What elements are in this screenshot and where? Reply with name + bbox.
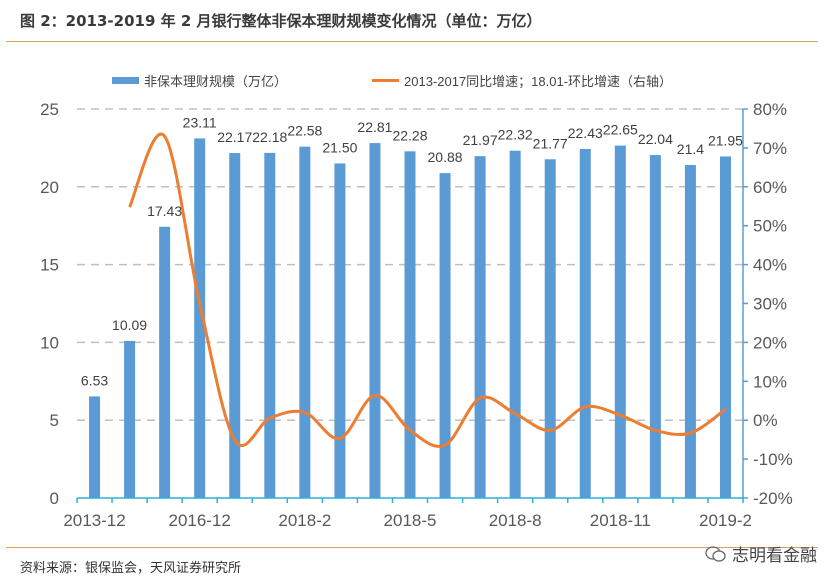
bar-data-label: 22.18 — [252, 129, 287, 145]
y-right-tick-label: 40% — [753, 256, 787, 275]
bar — [229, 153, 241, 499]
y-right-tick-label: 60% — [753, 178, 787, 197]
bar-data-label: 22.65 — [603, 122, 638, 138]
y-left-tick-label: 20 — [40, 178, 59, 197]
bar — [719, 156, 731, 498]
y-left-tick-label: 5 — [50, 411, 59, 430]
x-tick-label: 2018-5 — [384, 511, 437, 530]
y-left-tick-label: 0 — [50, 489, 59, 508]
x-tick-label: 2018-11 — [590, 511, 651, 530]
bar — [264, 152, 276, 498]
bar — [334, 163, 346, 498]
bar — [439, 173, 451, 499]
x-tick-label: 2018-8 — [489, 511, 542, 530]
y-right-tick-label: 0% — [753, 411, 778, 430]
y-right-tick-label: -10% — [753, 450, 793, 469]
y-right-tick-label: 30% — [753, 295, 787, 314]
bar-data-label: 22.17 — [217, 129, 252, 145]
bar-data-label: 22.43 — [568, 125, 603, 141]
title-divider — [6, 41, 818, 42]
bar-data-label: 22.32 — [498, 127, 533, 143]
y-right-tick-label: 80% — [753, 100, 787, 119]
y-right-tick-label: 20% — [753, 333, 787, 352]
bar — [404, 151, 416, 499]
bar — [369, 143, 381, 498]
x-tick-label: 2013-12 — [63, 511, 125, 530]
watermark: 志明看金融 — [705, 541, 817, 566]
chart: 非保本理财规模（万亿） 2013-2017同比增速；18.01-环比增速（右轴）… — [40, 74, 793, 530]
bar — [509, 150, 521, 498]
bar-data-label: 6.53 — [81, 372, 108, 388]
bar-data-label: 22.28 — [392, 127, 427, 143]
bar — [124, 340, 136, 498]
y-left-tick-label: 10 — [40, 333, 59, 352]
chart-title: 图 2：2013-2019 年 2 月银行整体非保本理财规模变化情况（单位：万亿… — [20, 12, 542, 30]
bar-data-label: 22.58 — [287, 123, 322, 139]
bar — [474, 156, 486, 499]
legend-label-line: 2013-2017同比增速；18.01-环比增速（右轴） — [404, 74, 672, 90]
bar-data-label: 21.4 — [677, 141, 704, 157]
bar — [544, 159, 556, 499]
x-tick-label: 2016-12 — [168, 511, 230, 530]
bar — [614, 145, 626, 499]
y-right-tick-label: 50% — [753, 217, 787, 236]
bar-data-label: 17.43 — [147, 203, 182, 219]
bar — [649, 155, 661, 498]
bar-data-label: 23.11 — [183, 114, 217, 130]
growth-rate-line — [128, 132, 727, 448]
x-tick-label: 2019-2 — [699, 511, 752, 530]
y-left-tick-label: 15 — [40, 256, 59, 275]
bar — [89, 396, 101, 498]
y-right-tick-label: 70% — [753, 139, 787, 158]
bar-data-label: 20.88 — [428, 149, 463, 165]
bar — [299, 146, 311, 498]
y-right-tick-label: -20% — [753, 489, 793, 508]
y-right-tick-label: 10% — [753, 372, 787, 391]
bar-data-label: 21.50 — [322, 139, 357, 155]
bar-data-label: 22.04 — [638, 131, 673, 147]
bar-data-label: 10.09 — [112, 317, 147, 333]
legend-label-bar: 非保本理财规模（万亿） — [144, 74, 287, 89]
bar — [194, 138, 206, 499]
bar-data-label: 21.97 — [463, 132, 498, 148]
bar — [579, 148, 591, 498]
legend-swatch-line — [372, 79, 399, 82]
legend-swatch-bar — [112, 77, 139, 84]
bar-data-label: 21.77 — [533, 135, 568, 151]
source-note: 资料来源：银保监会，天风证券研究所 — [20, 561, 242, 576]
bar — [159, 226, 171, 499]
bar-data-label: 22.81 — [357, 119, 392, 135]
bar — [684, 165, 696, 499]
footer-divider — [6, 547, 818, 548]
watermark-text: 志明看金融 — [732, 546, 817, 566]
x-tick-label: 2018-2 — [278, 511, 331, 530]
y-left-tick-label: 25 — [40, 100, 59, 119]
wechat-icon — [705, 545, 726, 562]
legend: 非保本理财规模（万亿） 2013-2017同比增速；18.01-环比增速（右轴） — [112, 74, 672, 90]
bar-data-label: 21.95 — [708, 132, 743, 148]
